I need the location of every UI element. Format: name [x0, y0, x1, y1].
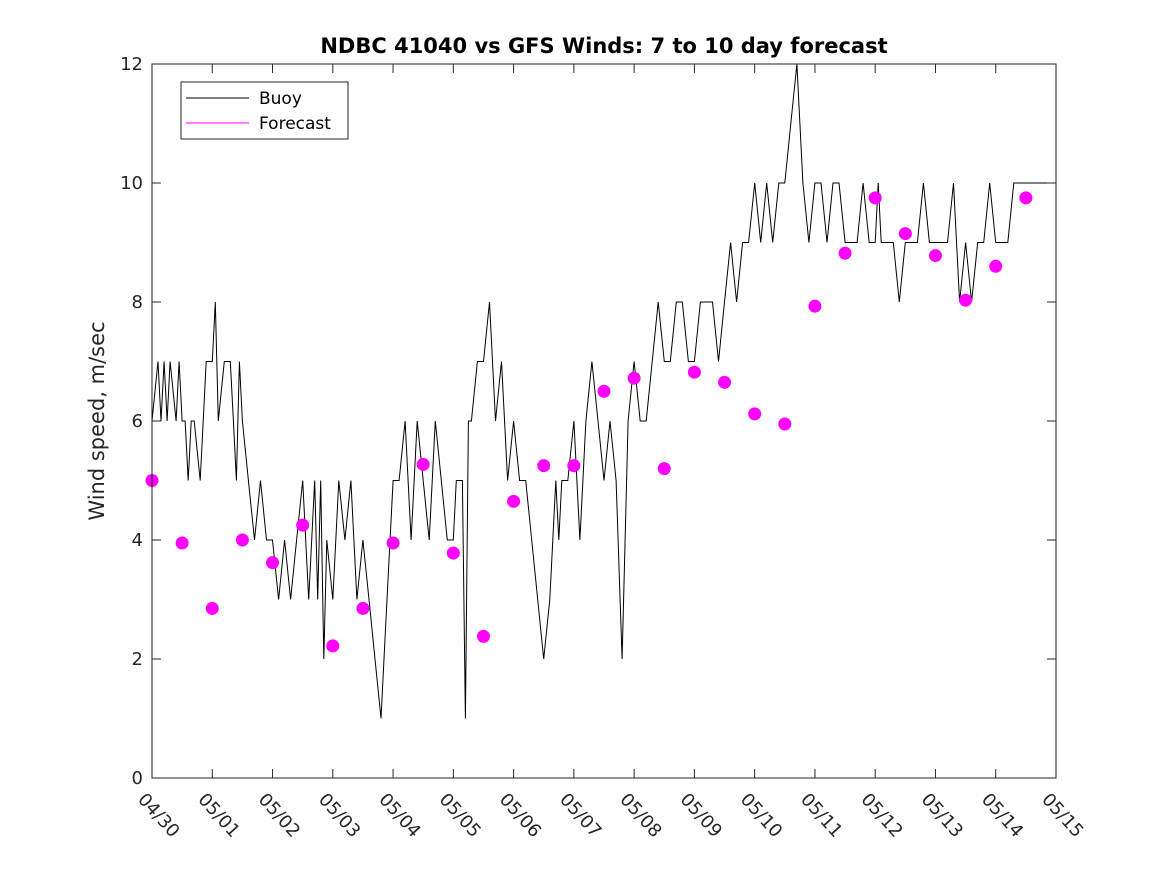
forecast-point: [326, 639, 340, 653]
forecast-point: [175, 536, 189, 550]
forecast-point: [205, 601, 219, 615]
forecast-point: [868, 191, 882, 205]
forecast-point: [356, 601, 370, 615]
forecast-point: [235, 533, 249, 547]
legend-forecast-label: Forecast: [259, 114, 331, 134]
plot-area: 04/30 05/01 05/02 05/03 05/04 05/05 05/06 05/07…: [120, 54, 1088, 842]
y-tick-label: 12: [120, 54, 143, 75]
forecast-point: [989, 259, 1003, 273]
chart-title: NDBC 41040 vs GFS Winds: 7 to 10 day for…: [320, 34, 887, 58]
legend-buoy-label: Buoy: [259, 89, 302, 109]
y-tick-label: 10: [120, 173, 143, 194]
forecast-point: [266, 556, 280, 570]
forecast-point: [1019, 191, 1033, 205]
forecast-point: [718, 375, 732, 389]
forecast-point: [808, 299, 822, 313]
forecast-point: [928, 249, 942, 263]
y-tick-label: 4: [132, 530, 143, 551]
forecast-point: [296, 518, 310, 532]
forecast-point: [838, 246, 852, 260]
forecast-point: [898, 227, 912, 241]
forecast-point: [687, 365, 701, 379]
forecast-point: [446, 546, 460, 560]
forecast-point: [748, 407, 762, 421]
axes-background: [152, 64, 1056, 778]
forecast-point: [597, 384, 611, 398]
forecast-point: [959, 293, 973, 307]
forecast-point: [657, 462, 671, 476]
buoy-series-line: [151, 63, 1050, 719]
forecast-point: [627, 371, 641, 385]
forecast-point: [476, 629, 490, 643]
y-tick-label: 6: [132, 411, 143, 432]
y-axis-label: Wind speed, m/sec: [85, 321, 109, 520]
y-axis: 0 2 4 6 8 10 12: [120, 54, 1056, 789]
y-tick-label: 0: [132, 768, 143, 789]
legend-box: [180, 81, 349, 140]
y-tick-label: 2: [132, 649, 143, 670]
legend: Buoy Forecast: [180, 81, 349, 140]
forecast-point: [778, 417, 792, 431]
forecast-point: [507, 494, 521, 508]
data-layer: [145, 63, 1050, 719]
forecast-point: [537, 459, 551, 473]
forecast-point: [386, 536, 400, 550]
forecast-point: [567, 459, 581, 473]
y-tick-label: 8: [132, 292, 143, 313]
forecast-point: [416, 457, 430, 471]
